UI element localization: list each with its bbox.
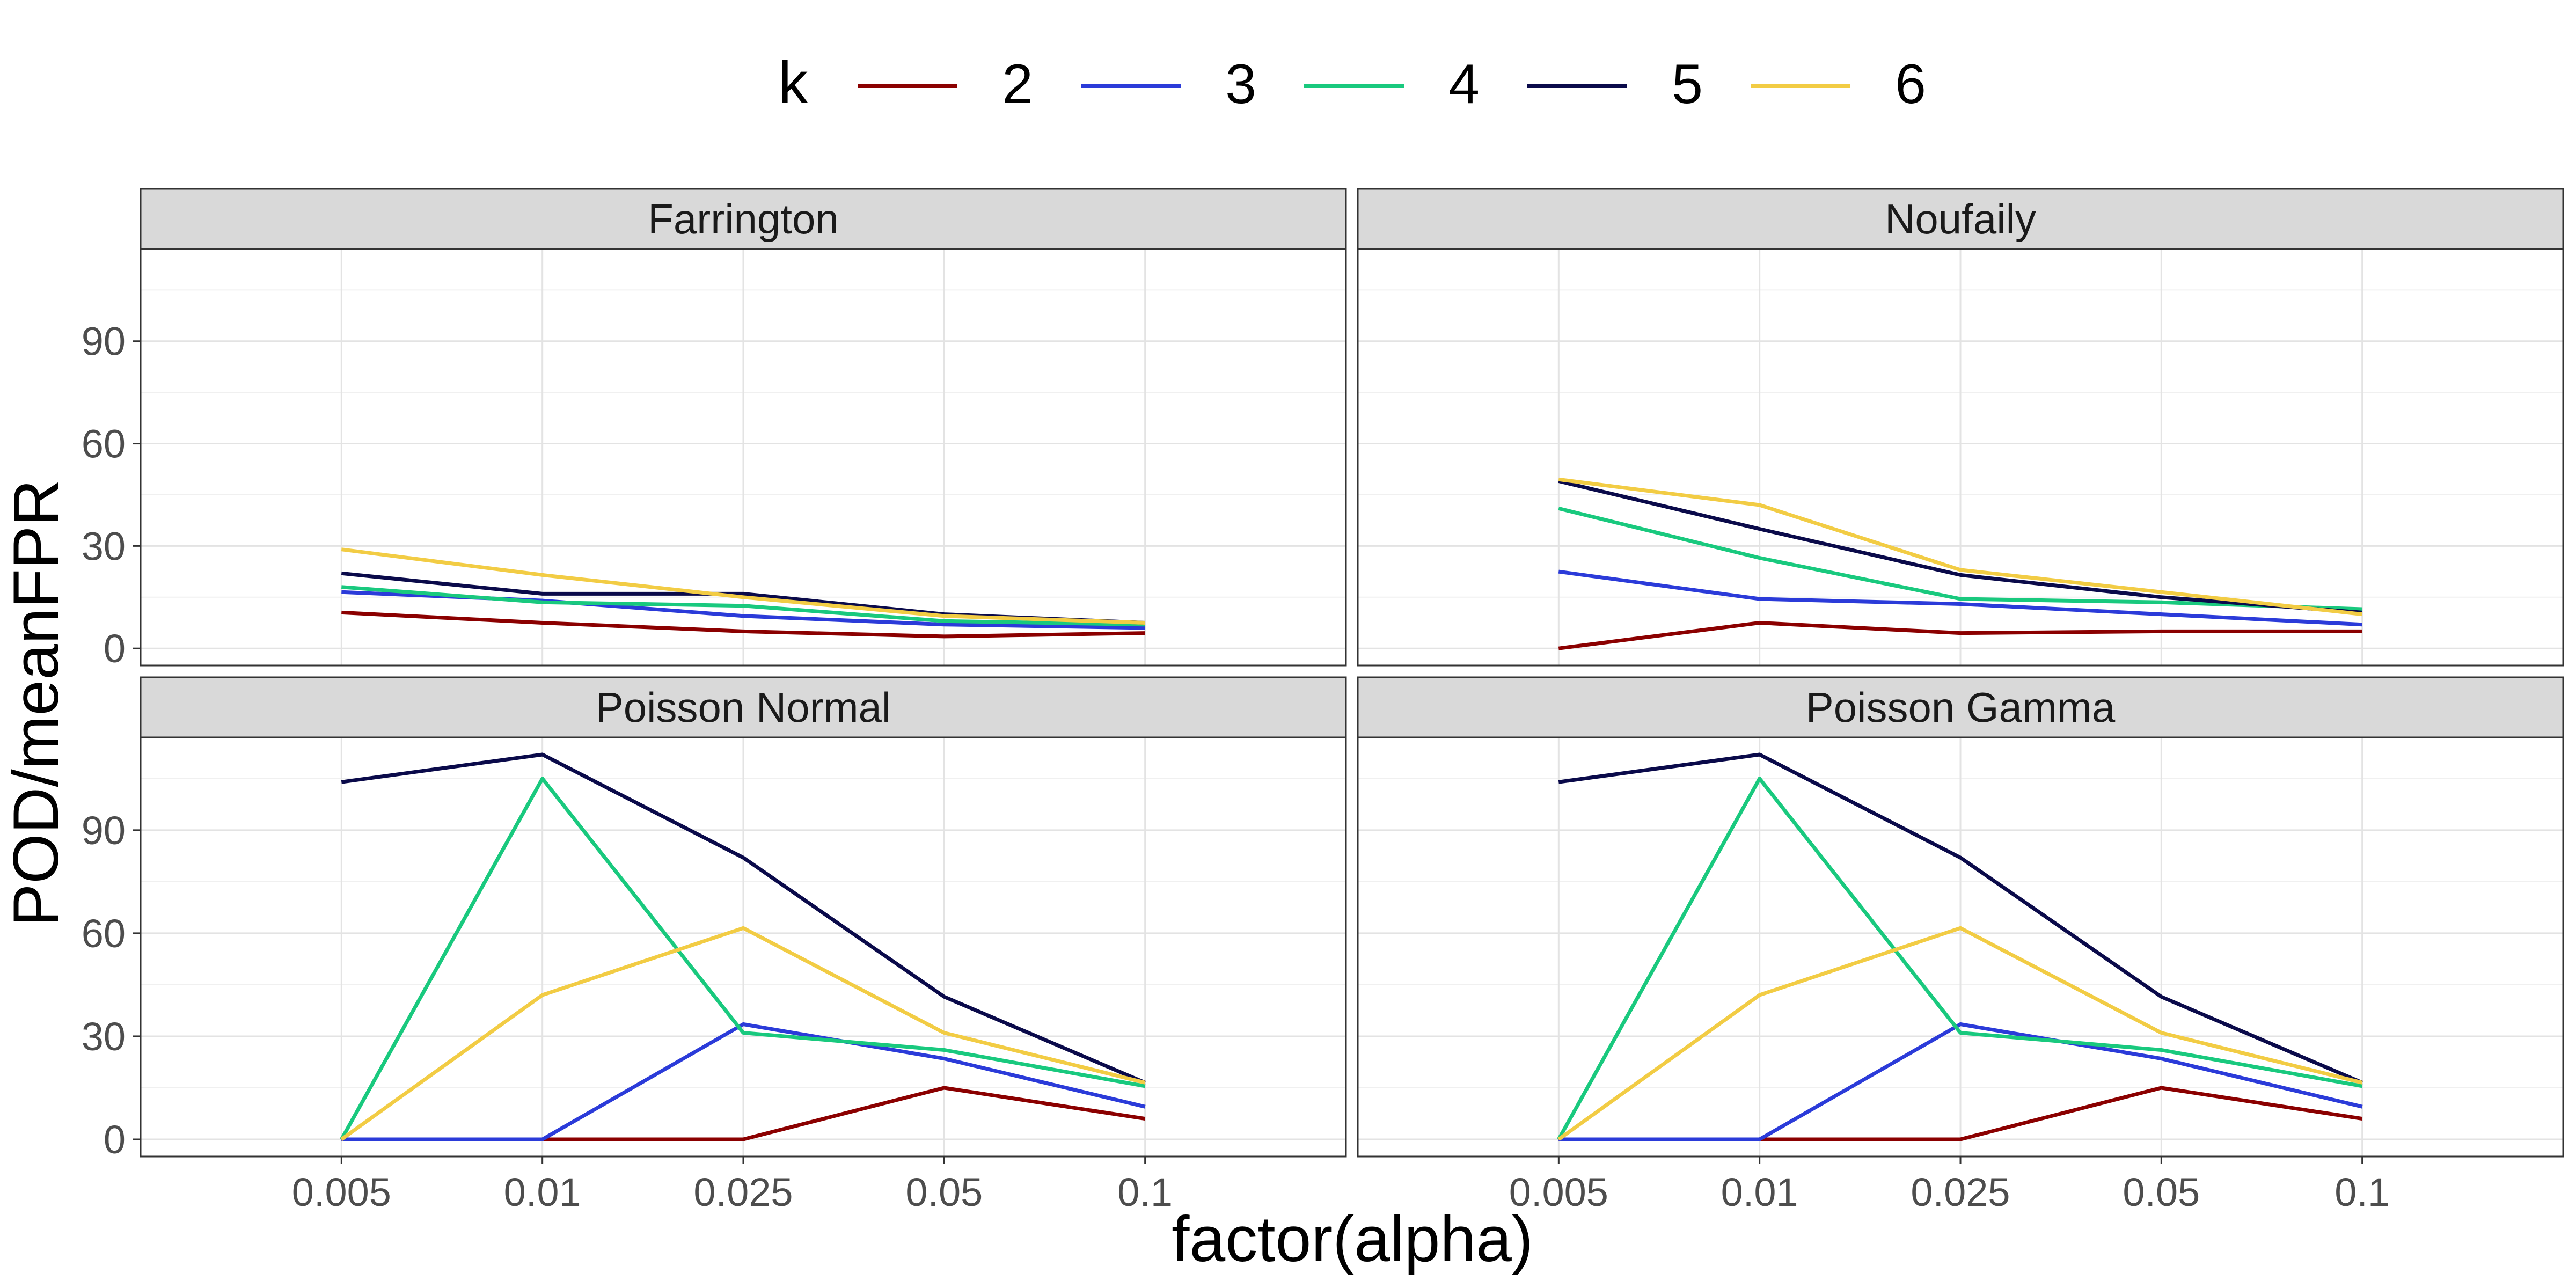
y-tick-label: 30 <box>82 1014 126 1059</box>
series-line-k4 <box>341 585 1145 627</box>
y-tick-label: 60 <box>82 422 126 466</box>
panel-border <box>140 248 1347 667</box>
series-line-k4 <box>1557 777 2363 1140</box>
y-tick-label: 90 <box>82 319 126 364</box>
panel-noufaily: Noufaily <box>1357 188 2564 667</box>
legend: k 2 3 4 5 6 <box>779 50 1926 116</box>
x-tick-label: 0.05 <box>2123 1170 2200 1214</box>
y-tick-label: 0 <box>104 626 126 671</box>
panel-title: Poisson Gamma <box>1806 684 2116 731</box>
panel-border <box>1357 248 2564 667</box>
x-axis-title: factor(alpha) <box>1172 1203 1533 1275</box>
series-line-k3 <box>1558 1022 2363 1141</box>
panel-poisson-normal: Poisson Normal 0 30 60 90 0.005 0.01 0.025 0.05 0… <box>82 676 1347 1214</box>
y-tick-label: 90 <box>82 808 126 853</box>
legend-label-6: 6 <box>1895 53 1926 115</box>
series-line-k3 <box>341 1022 1146 1141</box>
series-line-k5 <box>1558 752 2363 1085</box>
legend-title: k <box>779 50 809 116</box>
x-tick-label: 0.005 <box>292 1170 391 1214</box>
panel-title: Poisson Normal <box>596 684 891 731</box>
series-line-k4 <box>340 777 1146 1140</box>
panel-strip <box>1357 188 2564 250</box>
legend-label-4: 4 <box>1448 53 1480 115</box>
x-tick-label: 0.005 <box>1509 1170 1608 1214</box>
legend-label-5: 5 <box>1672 53 1703 115</box>
facet-panels: Farrington 0 30 60 90 Noufaily Poisson Normal 0… <box>82 188 2564 1214</box>
series-line-k6 <box>1558 477 2363 617</box>
panel-farrington: Farrington 0 30 60 90 <box>82 188 1347 671</box>
x-tick-label: 0.01 <box>504 1170 581 1214</box>
x-tick-label: 0.1 <box>1117 1170 1173 1214</box>
x-tick-label: 0.025 <box>1911 1170 2010 1214</box>
legend-label-3: 3 <box>1225 53 1256 115</box>
series-line-k5 <box>1558 479 2362 614</box>
y-tick-label: 60 <box>82 911 126 956</box>
panel-poisson-gamma: Poisson Gamma 0.005 0.01 0.025 0.05 0.1 <box>1357 676 2564 1214</box>
series-line-k2 <box>341 610 1145 639</box>
x-tick-label: 0.025 <box>693 1170 793 1214</box>
series-line-k2 <box>1558 621 2362 650</box>
x-tick-label: 0.05 <box>905 1170 983 1214</box>
series-line-k4 <box>1558 507 2362 611</box>
x-tick-label: 0.01 <box>1721 1170 1798 1214</box>
series-line-k6 <box>341 547 1145 625</box>
legend-label-2: 2 <box>1002 53 1033 115</box>
series-line-k3 <box>1558 569 2362 627</box>
x-tick-label: 0.1 <box>2334 1170 2390 1214</box>
y-tick-label: 0 <box>104 1117 126 1162</box>
series-line-k5 <box>341 752 1146 1085</box>
y-axis-title: POD/meanFPR <box>0 479 72 927</box>
panel-title: Farrington <box>648 195 839 243</box>
panel-title: Noufaily <box>1885 195 2036 243</box>
y-tick-label: 30 <box>82 524 126 568</box>
series-line-k6 <box>1557 926 2363 1141</box>
series-line-k6 <box>340 926 1146 1141</box>
